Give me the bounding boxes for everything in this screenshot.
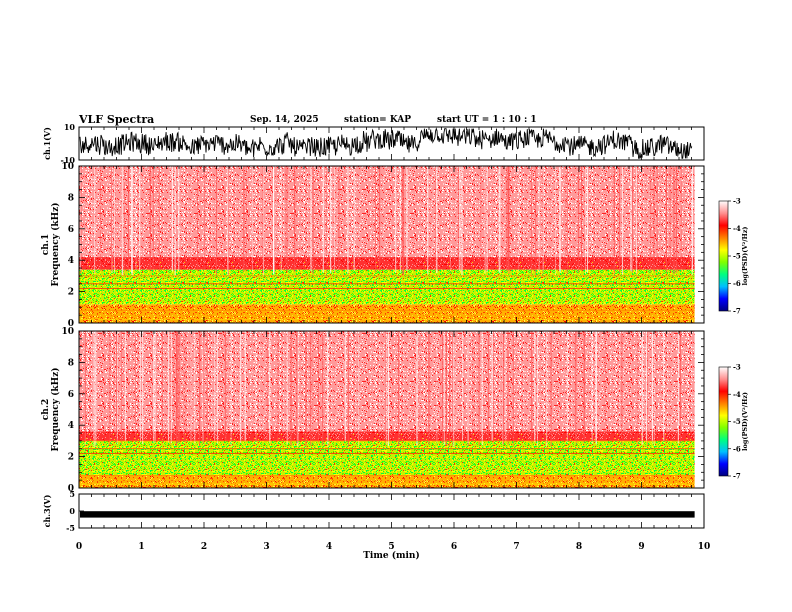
ch2-spectrogram-ytick-label: 8	[68, 358, 74, 368]
ch2-spectrogram-ytick-label: 10	[61, 327, 74, 337]
ch1-spectrogram-empty	[694, 166, 704, 323]
time-tick-label: 2	[201, 542, 207, 552]
ch1-spectrogram-colorbar-label: log(PSD)(V²/Hz)	[741, 227, 749, 286]
ch2-spectrogram-colorbar-tick-label: -4	[733, 390, 741, 399]
ch3-trace	[80, 511, 695, 518]
ch2-spectrogram-empty	[694, 331, 704, 488]
time-tick-label: 5	[388, 542, 394, 552]
time-tick-label: 3	[263, 542, 269, 552]
ch1-spectrogram-band	[79, 166, 704, 258]
ch1-spectrogram-colorbar-tick-label: -6	[733, 279, 741, 288]
ch2-spectrogram-colorbar-tick-label: -5	[733, 417, 741, 426]
ch2-spectrogram-colorbar-tick-label: -6	[733, 444, 741, 453]
ch1-ylabel: ch.1(V)	[42, 127, 52, 160]
ch1-spectrogram-colorbar-tick-label: -3	[733, 197, 741, 206]
ch1-trace	[79, 127, 693, 159]
ch2-spectrogram-band	[79, 440, 704, 476]
ch2-spectrogram-colorbar-tick-label: -3	[733, 363, 741, 372]
station-label: station= KAP	[344, 115, 412, 125]
time-tick-label: 1	[138, 542, 144, 552]
ch1-spectrogram-ytick-label: 4	[68, 256, 74, 266]
ch1-spectrogram-ylabel: Frequency (kHz)	[50, 202, 61, 286]
ch3-ytick-label: -5	[66, 523, 75, 533]
date-label: Sep. 14, 2025	[250, 115, 319, 125]
time-tick-label: 0	[76, 542, 82, 552]
time-tick-label: 4	[326, 542, 332, 552]
ch1-spectrogram-ytick-label: 2	[68, 288, 74, 298]
ch2-spectrogram-band	[79, 475, 704, 488]
ch3-ylabel: ch.3(V)	[42, 494, 52, 527]
ch1-spectrogram-band	[79, 304, 704, 323]
ch1-ytick-label: -10	[61, 155, 76, 165]
time-tick-label: 7	[513, 542, 519, 552]
ch2-spectrogram-ytick-label: 4	[68, 421, 74, 431]
figure-title: VLF Spectra	[79, 113, 155, 126]
ch1-spectrogram-ytick-label: 6	[68, 225, 74, 235]
ch2-spectrogram-channel-label: ch.2	[41, 399, 51, 420]
ch2-spectrogram-band	[79, 431, 704, 441]
ch2-spectrogram-colorbar-tick-label: -7	[733, 472, 741, 481]
ch2-spectrogram-band	[79, 331, 704, 432]
ch1-spectrogram-colorbar-tick-label: -5	[733, 252, 741, 261]
ch1-spectrogram-band	[79, 257, 704, 270]
ch2-spectrogram-colorbar-label: log(PSD)(V²/Hz)	[741, 392, 749, 451]
ch1-spectrogram-colorbar-tick-label: -7	[733, 307, 741, 316]
ch1-spectrogram-band	[79, 269, 704, 305]
ch1-spectrogram-colorbar-tick-label: -4	[733, 224, 741, 233]
ch1-ytick-label: 10	[64, 122, 76, 132]
start-time-label: start UT = 1 : 10 : 1	[437, 115, 537, 125]
time-axis-label: Time (min)	[363, 550, 420, 561]
ch1-spectrogram-ytick-label: 8	[68, 193, 74, 203]
time-tick-label: 8	[576, 542, 582, 552]
ch1-spectrogram-ytick-label: 0	[68, 319, 74, 329]
ch2-spectrogram-ytick-label: 0	[68, 484, 74, 494]
time-tick-label: 9	[638, 542, 644, 552]
ch3-ytick-label: 0	[69, 506, 75, 516]
ch2-spectrogram-ylabel: Frequency (kHz)	[50, 367, 61, 451]
time-tick-label: 10	[698, 542, 711, 552]
ch2-spectrogram-colorbar	[718, 366, 729, 477]
time-tick-label: 6	[451, 542, 457, 552]
ch2-spectrogram-ytick-label: 2	[68, 453, 74, 463]
ch3-ytick-label: 5	[69, 489, 75, 499]
ch1-spectrogram-colorbar	[718, 200, 729, 312]
ch2-spectrogram-ytick-label: 6	[68, 390, 74, 400]
ch1-spectrogram-channel-label: ch.1	[41, 234, 51, 255]
ch1-spectrogram-ytick-label: 10	[61, 162, 74, 172]
